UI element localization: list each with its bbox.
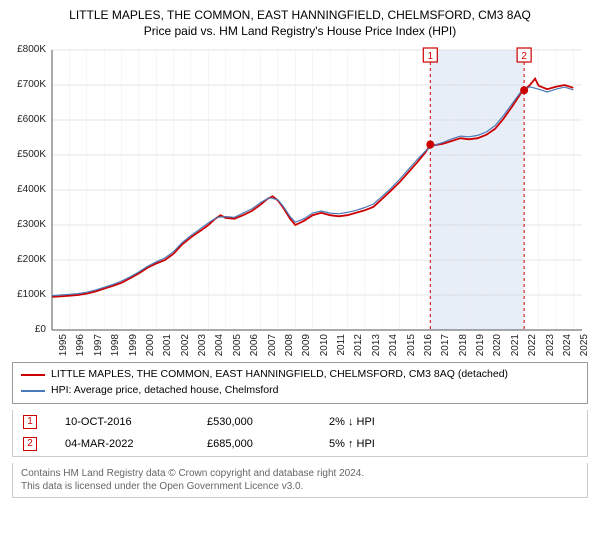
x-tick-label: 2000 [145, 334, 156, 364]
x-tick-label: 1999 [128, 334, 139, 364]
legend-row: LITTLE MAPLES, THE COMMON, EAST HANNINGF… [21, 367, 579, 383]
legend-box: LITTLE MAPLES, THE COMMON, EAST HANNINGF… [12, 362, 588, 404]
footer-line1: Contains HM Land Registry data © Crown c… [21, 467, 579, 480]
x-tick-label: 2011 [336, 334, 347, 364]
x-tick-label: 2012 [353, 334, 364, 364]
marker-dot [426, 141, 434, 149]
marker-num-box: 2 [23, 437, 37, 451]
marker-price: £685,000 [199, 434, 319, 454]
x-tick-label: 2008 [284, 334, 295, 364]
x-tick-label: 2025 [579, 334, 590, 364]
footer-line2: This data is licensed under the Open Gov… [21, 480, 579, 493]
x-tick-label: 2018 [458, 334, 469, 364]
x-tick-label: 2005 [232, 334, 243, 364]
x-tick-label: 2019 [475, 334, 486, 364]
marker-date: 10-OCT-2016 [57, 412, 197, 432]
y-tick-label: £400K [12, 184, 46, 195]
x-tick-label: 2007 [267, 334, 278, 364]
y-tick-label: £0 [12, 324, 46, 335]
x-tick-label: 2015 [406, 334, 417, 364]
legend-label: HPI: Average price, detached house, Chel… [51, 383, 278, 399]
y-tick-label: £100K [12, 289, 46, 300]
chart-svg: 12 [12, 46, 588, 356]
chart-container: LITTLE MAPLES, THE COMMON, EAST HANNINGF… [0, 0, 600, 560]
footer-attribution: Contains HM Land Registry data © Crown c… [12, 463, 588, 498]
x-tick-label: 2002 [180, 334, 191, 364]
marker-num-box: 1 [23, 415, 37, 429]
x-tick-label: 2013 [371, 334, 382, 364]
marker-table: 1 10-OCT-2016£530,0002% ↓ HPI 2 04-MAR-2022… [12, 410, 588, 457]
x-tick-label: 2009 [301, 334, 312, 364]
marker-delta: 2% ↓ HPI [321, 412, 585, 432]
marker-delta: 5% ↑ HPI [321, 434, 585, 454]
marker-price: £530,000 [199, 412, 319, 432]
y-tick-label: £600K [12, 114, 46, 125]
x-tick-label: 1995 [58, 334, 69, 364]
y-tick-label: £200K [12, 254, 46, 265]
marker-dot [520, 86, 528, 94]
x-tick-label: 2021 [510, 334, 521, 364]
legend-swatch [21, 390, 45, 392]
marker-label-text: 1 [428, 51, 434, 62]
x-tick-label: 2014 [388, 334, 399, 364]
x-tick-label: 2017 [440, 334, 451, 364]
y-tick-label: £800K [12, 44, 46, 55]
x-tick-label: 2022 [527, 334, 538, 364]
marker-row: 2 04-MAR-2022£685,0005% ↑ HPI [15, 434, 585, 454]
x-tick-label: 2006 [249, 334, 260, 364]
x-tick-label: 1997 [93, 334, 104, 364]
chart-subtitle: Price paid vs. HM Land Registry's House … [12, 24, 588, 38]
chart-area: 12£0£100K£200K£300K£400K£500K£600K£700K£… [12, 46, 588, 356]
x-tick-label: 2003 [197, 334, 208, 364]
y-tick-label: £500K [12, 149, 46, 160]
marker-row: 1 10-OCT-2016£530,0002% ↓ HPI [15, 412, 585, 432]
x-tick-label: 2023 [545, 334, 556, 364]
x-tick-label: 2004 [214, 334, 225, 364]
x-tick-label: 2001 [162, 334, 173, 364]
x-tick-label: 2020 [492, 334, 503, 364]
chart-title: LITTLE MAPLES, THE COMMON, EAST HANNINGF… [12, 8, 588, 22]
legend-row: HPI: Average price, detached house, Chel… [21, 383, 579, 399]
marker-label-text: 2 [521, 51, 527, 62]
legend-label: LITTLE MAPLES, THE COMMON, EAST HANNINGF… [51, 367, 508, 383]
x-tick-label: 1996 [75, 334, 86, 364]
legend-swatch [21, 374, 45, 376]
x-tick-label: 2016 [423, 334, 434, 364]
x-tick-label: 1998 [110, 334, 121, 364]
y-tick-label: £300K [12, 219, 46, 230]
x-tick-label: 2024 [562, 334, 573, 364]
y-tick-label: £700K [12, 79, 46, 90]
x-tick-label: 2010 [319, 334, 330, 364]
marker-date: 04-MAR-2022 [57, 434, 197, 454]
